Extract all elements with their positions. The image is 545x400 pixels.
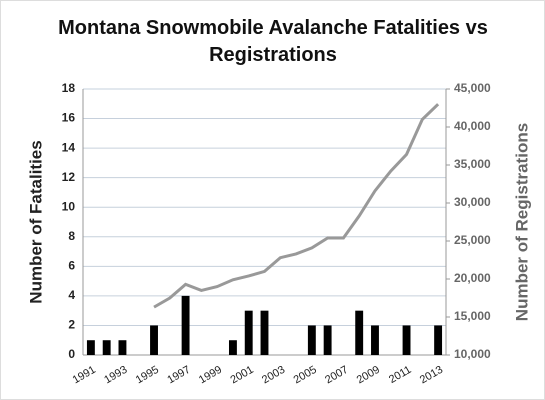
y-tick-label: 10 — [62, 199, 76, 213]
x-tick-label: 1995 — [134, 364, 161, 387]
chart-title: Montana Snowmobile Avalanche Fatalities … — [58, 17, 488, 66]
bar — [118, 340, 127, 355]
y-tick-label: 2 — [68, 318, 75, 332]
x-tick-label: 2007 — [323, 364, 350, 387]
bar — [434, 325, 443, 355]
bar — [323, 325, 332, 355]
y-axis-label: Number of Fatalities — [26, 140, 45, 303]
x-tick-label: 2003 — [260, 364, 287, 387]
x-tick-label: 1999 — [197, 364, 224, 387]
y-tick-label: 8 — [68, 229, 75, 243]
y-tick-label: 14 — [62, 140, 76, 154]
y2-tick-label: 45,000 — [454, 81, 491, 95]
y2-tick-label: 35,000 — [454, 157, 491, 171]
x-tick-label: 1997 — [165, 364, 192, 387]
x-tick-label: 2005 — [292, 364, 319, 387]
bar — [355, 310, 364, 355]
y2-tick-label: 25,000 — [454, 233, 491, 247]
bar — [260, 310, 269, 355]
y-tick-label: 12 — [62, 170, 76, 184]
y-tick-label: 18 — [62, 81, 76, 95]
y2-tick-label: 40,000 — [454, 119, 491, 133]
line — [153, 103, 440, 309]
y2-tick-label: 15,000 — [454, 309, 491, 323]
y-tick-label: 4 — [68, 288, 75, 302]
bar — [86, 340, 95, 355]
bar — [150, 325, 158, 355]
bar — [402, 325, 411, 355]
y2-tick-label: 10,000 — [454, 347, 491, 361]
y-tick-label: 6 — [68, 259, 75, 273]
y-tick-label: 0 — [68, 347, 75, 361]
bar — [244, 310, 253, 355]
x-tick-label: 2001 — [228, 364, 255, 387]
y2-tick-label: 30,000 — [454, 195, 491, 209]
y2-tick-label: 20,000 — [454, 271, 491, 285]
bar — [181, 295, 190, 355]
x-tick-label: 2013 — [418, 364, 445, 387]
x-tick-label: 1991 — [71, 364, 98, 387]
x-tick-label: 1993 — [102, 364, 129, 387]
bar — [228, 340, 237, 355]
bar — [102, 340, 111, 355]
x-tick-label: 2011 — [387, 364, 413, 386]
y-tick-label: 16 — [62, 111, 76, 125]
y2-axis-label: Number of Registrations — [512, 123, 531, 321]
bar — [307, 325, 316, 355]
x-tick-label: 2009 — [355, 364, 382, 387]
bar — [371, 325, 379, 355]
